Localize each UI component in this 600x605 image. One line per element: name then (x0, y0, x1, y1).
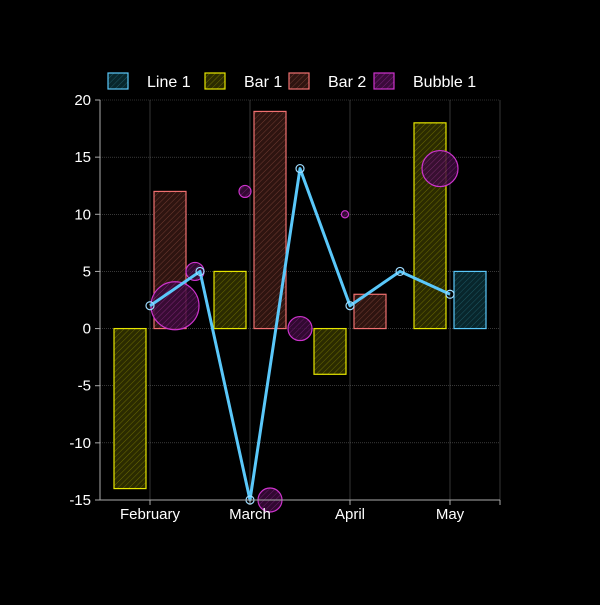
legend: Line 1 Bar 1 Bar 2 Bubble 1 (107, 72, 476, 91)
legend-swatch (373, 72, 395, 90)
bubble (287, 315, 313, 342)
x-tick-label: February (120, 506, 181, 523)
y-tick-label: -15 (69, 492, 91, 509)
bar1-bar (213, 270, 247, 330)
legend-label: Bar 1 (244, 74, 282, 91)
x-tick-label: April (335, 506, 365, 523)
bar1-bar (113, 327, 147, 490)
line-point (345, 301, 355, 311)
legend-swatch (204, 72, 226, 90)
x-tick-label: March (229, 506, 271, 523)
legend-swatch (107, 72, 129, 90)
axes: 20 15 10 5 0 -5 -10 -15 February March April May (69, 92, 501, 523)
bubble (421, 149, 459, 188)
line-1 (149, 167, 451, 502)
legend-swatch (288, 72, 310, 90)
line-point (295, 163, 305, 174)
y-tick-label: 15 (74, 149, 91, 166)
bar1-bar (313, 327, 347, 375)
legend-label: Bar 2 (328, 74, 366, 91)
y-tick-label: -10 (69, 435, 91, 452)
x-tick-label: May (436, 506, 465, 523)
line-series (145, 163, 455, 505)
legend-label: Line 1 (147, 74, 191, 91)
line-point (395, 266, 405, 277)
y-tick-label: 10 (74, 206, 91, 223)
extra-bar (453, 270, 487, 330)
line-point (445, 289, 455, 299)
y-tick-label: 20 (74, 92, 91, 109)
line-point (145, 301, 155, 311)
y-tick-label: 5 (83, 263, 91, 280)
y-tick-label: -5 (78, 378, 91, 395)
bubble (340, 210, 350, 219)
line-point (195, 266, 205, 277)
y-tick-label: 0 (83, 321, 91, 338)
legend-label: Bubble 1 (413, 74, 476, 91)
bubbles (150, 149, 459, 513)
bubble (238, 184, 252, 199)
